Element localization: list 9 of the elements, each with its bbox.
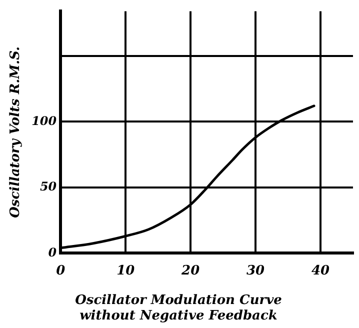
x-tick-label: 30 xyxy=(246,263,265,278)
x-tick-label: 40 xyxy=(311,263,330,278)
y-axis-title: Oscillatory Volts R.M.S. xyxy=(8,46,24,218)
x-tick-label: 20 xyxy=(180,263,200,278)
y-tick-label: 50 xyxy=(40,180,58,194)
text: Oscillator Modulation Curve without Negative Feedback xyxy=(75,292,282,324)
x-tick-label: 10 xyxy=(116,263,135,278)
y-tick-label: 100 xyxy=(32,114,58,128)
y-tick-label: 0 xyxy=(48,245,58,260)
